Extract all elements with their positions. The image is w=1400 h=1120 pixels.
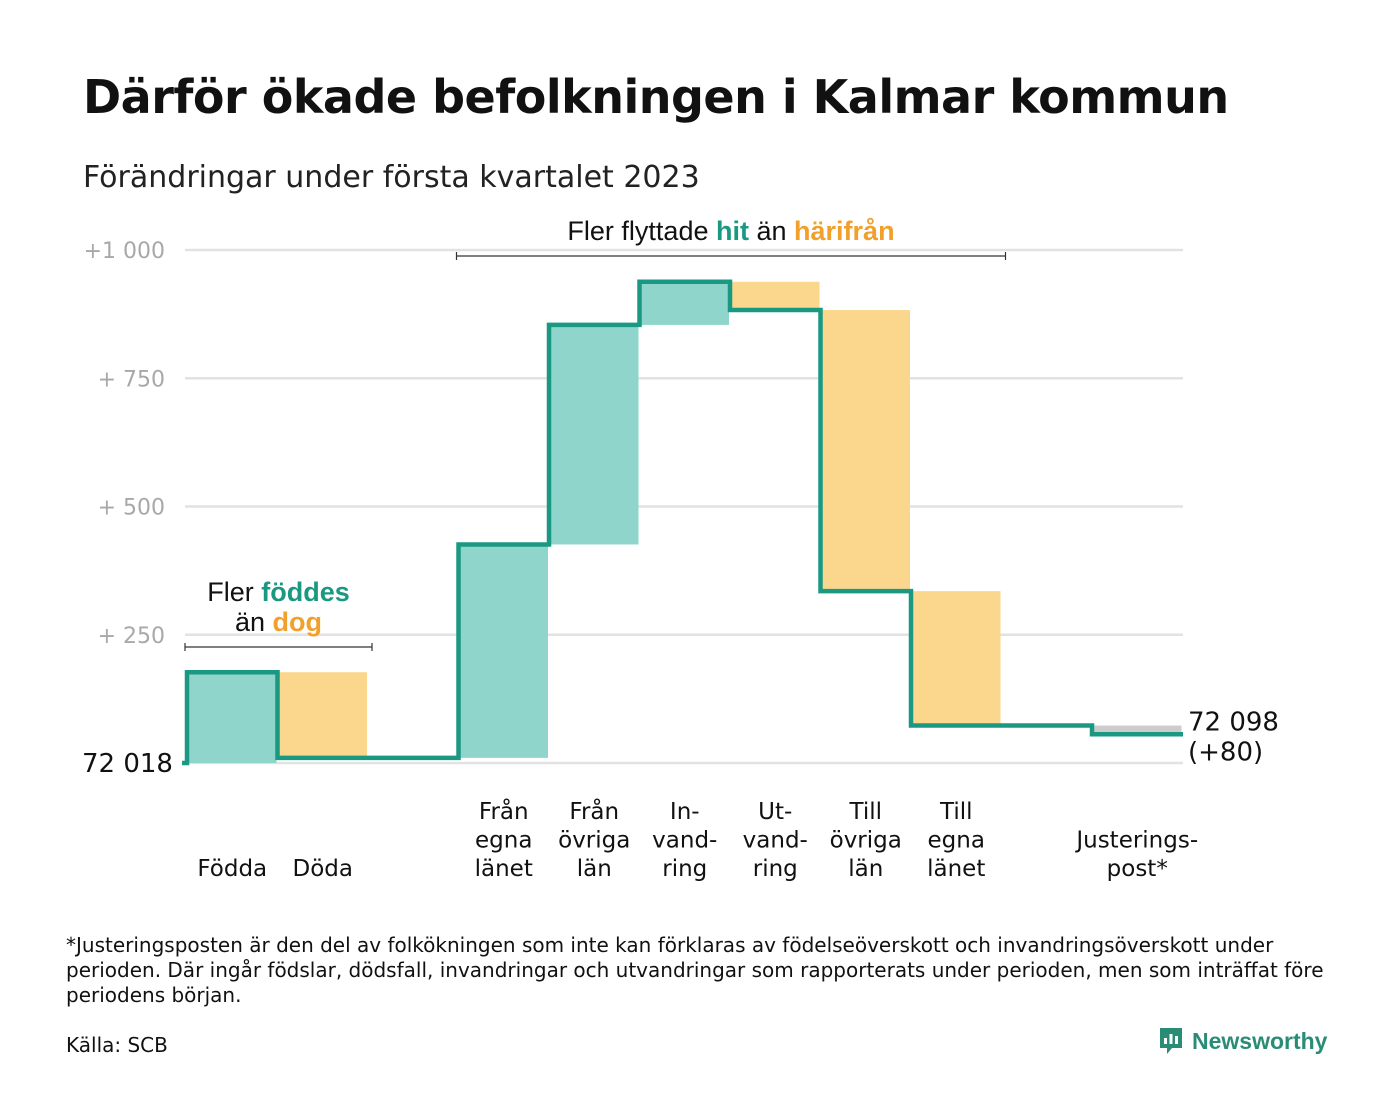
category-label: Från	[569, 797, 619, 825]
bars	[188, 281, 1182, 763]
category-label: post*	[1107, 856, 1168, 882]
annotation-plain: än	[749, 216, 794, 246]
bar-increase	[459, 544, 548, 758]
category-label: vand-	[743, 828, 808, 854]
bar-adjustment	[1093, 725, 1182, 735]
category-label: egna	[928, 828, 985, 854]
annotation-bracket	[184, 643, 373, 651]
category-label: Ut-	[758, 799, 792, 825]
y-tick-label: +1 000	[84, 239, 165, 264]
category-label: länet	[927, 856, 985, 882]
bar-decrease	[912, 591, 1001, 726]
brand-name: Newsworthy	[1192, 1027, 1328, 1054]
category-label: län	[848, 856, 883, 882]
annotation-text: Fler föddes	[207, 577, 350, 607]
bar-decrease	[731, 281, 820, 311]
annotation-bracket	[455, 252, 1007, 260]
category-label: Från	[479, 797, 529, 825]
chart-subtitle: Förändringar under första kvartalet 2023	[83, 160, 700, 195]
category-label: Till	[939, 799, 973, 825]
category-label: egna	[475, 828, 532, 854]
annotation-text: Fler flyttade hit än härifrån	[567, 216, 894, 246]
source-label: Källa: SCB	[66, 1033, 168, 1057]
bar-increase	[188, 672, 277, 763]
annotation-orange: härifrån	[794, 216, 895, 246]
bar-increase	[550, 324, 639, 545]
annotation-plain: Fler	[207, 577, 261, 607]
category-label: Döda	[293, 856, 353, 882]
category-label: Justerings-	[1074, 828, 1198, 854]
category-label: ring	[662, 856, 707, 882]
bar-decrease	[821, 310, 910, 592]
y-tick-label: + 500	[98, 496, 165, 521]
annotation-plain: än	[235, 607, 273, 637]
category-label: vand-	[652, 828, 717, 854]
brand: Newsworthy	[1158, 1026, 1327, 1056]
category-label: ring	[753, 856, 798, 882]
category-label: In-	[670, 799, 700, 825]
y-tick-label: + 250	[98, 624, 165, 649]
annotation-teal: föddes	[261, 577, 350, 607]
category-label: Till	[848, 799, 882, 825]
y-tick-label: + 750	[98, 367, 165, 392]
annotation-plain: Fler flyttade	[567, 216, 716, 246]
end-change-label: (+80)	[1188, 737, 1263, 767]
bar-decrease	[278, 672, 367, 758]
category-label: länet	[475, 856, 533, 882]
end-value-label: 72 098	[1188, 707, 1279, 737]
footnote: *Justeringsposten är den del av folkökni…	[66, 933, 1324, 1007]
chart-title: Därför ökade befolkningen i Kalmar kommu…	[83, 70, 1229, 124]
annotation-text: än dog	[235, 607, 322, 637]
category-label: övriga	[558, 828, 630, 854]
newsworthy-logo-icon	[1160, 1028, 1182, 1054]
annotation-teal: hit	[716, 216, 749, 246]
annotation-orange: dog	[273, 607, 322, 637]
grid-lines	[185, 248, 1183, 765]
category-label: övriga	[830, 828, 902, 854]
cumulative-step-line	[182, 279, 1183, 766]
bar-increase	[640, 281, 729, 325]
category-label: län	[577, 856, 612, 882]
category-label: Födda	[197, 856, 267, 882]
start-value-label: 72 018	[82, 749, 173, 779]
